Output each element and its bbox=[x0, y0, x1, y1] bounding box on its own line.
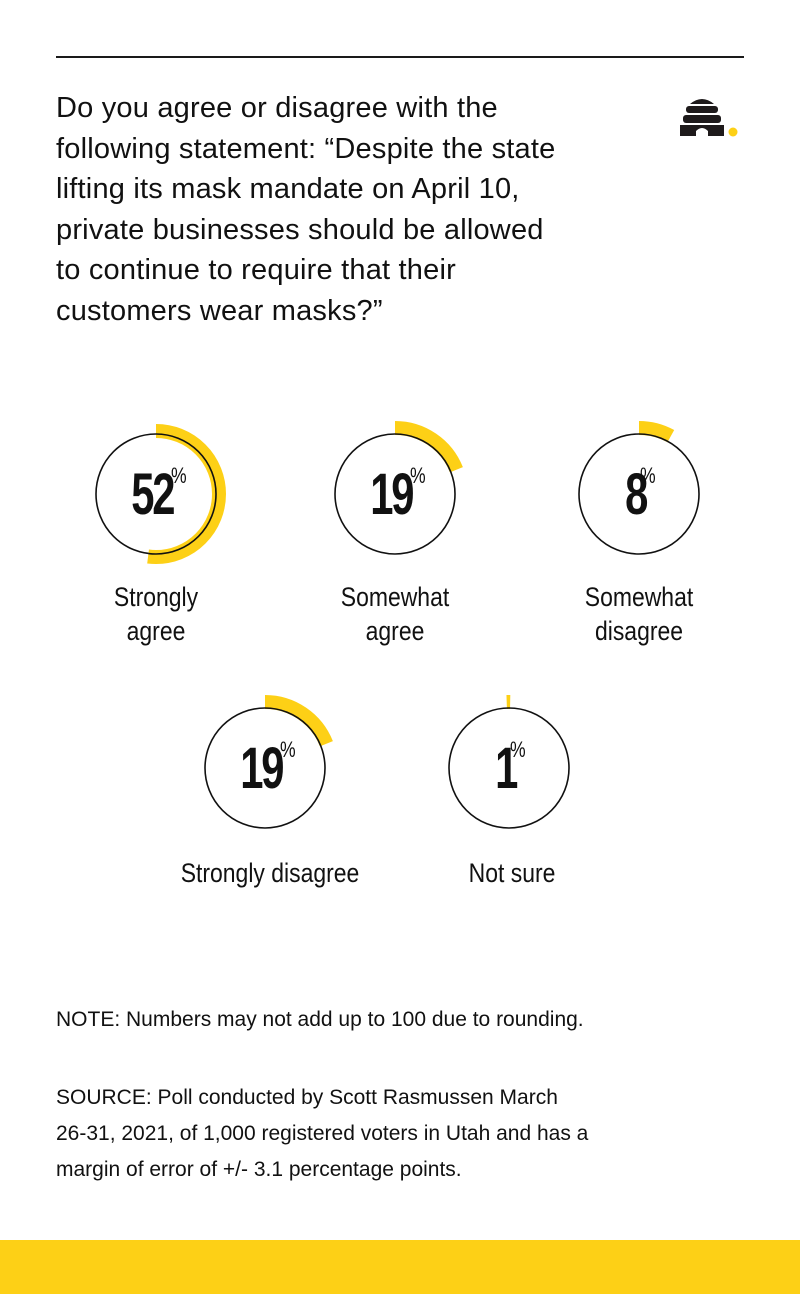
question-line: lifting its mask mandate on April 10, bbox=[56, 173, 520, 205]
label-line: disagree bbox=[594, 616, 684, 646]
result-not-sure: 1% bbox=[429, 688, 589, 848]
donut-ring-19b bbox=[192, 695, 338, 841]
source-line: margin of error of +/- 3.1 percentage po… bbox=[56, 1158, 462, 1181]
question-text: Do you agree or disagree with the follow… bbox=[56, 88, 656, 331]
percent-sign: % bbox=[280, 737, 297, 762]
top-rule bbox=[56, 56, 744, 58]
label-line: Somewhat bbox=[584, 582, 694, 612]
label-line: agree bbox=[365, 616, 425, 646]
question-line: Do you agree or disagree with the bbox=[56, 92, 498, 124]
result-strongly-agree: 52% bbox=[76, 414, 236, 574]
donut-ring-19 bbox=[322, 421, 468, 567]
label-strongly-agree: Strongly agree bbox=[71, 580, 241, 648]
label-not-sure: Not sure bbox=[427, 856, 597, 890]
percent-sign: % bbox=[410, 463, 427, 488]
beehive-icon bbox=[680, 99, 738, 137]
percent-sign: % bbox=[509, 737, 526, 762]
label-somewhat-disagree: Somewhat disagree bbox=[554, 580, 724, 648]
source-line: SOURCE: Poll conducted by Scott Rasmusse… bbox=[56, 1086, 558, 1109]
question-line: private businesses should be allowed bbox=[56, 213, 544, 246]
source-text: SOURCE: Poll conducted by Scott Rasmusse… bbox=[56, 1080, 746, 1188]
value-text: 19 bbox=[370, 461, 414, 527]
question-line: customers wear masks?” bbox=[56, 294, 383, 327]
percent-sign: % bbox=[171, 463, 188, 488]
result-somewhat-agree: 19% bbox=[315, 414, 475, 574]
label-line: agree bbox=[126, 616, 186, 646]
value-text: 19 bbox=[240, 735, 284, 801]
value-text: 52 bbox=[131, 461, 175, 527]
label-line: Strongly disagree bbox=[180, 858, 360, 888]
question-line: following statement: “Despite the state bbox=[56, 132, 556, 165]
footer-accent-bar bbox=[0, 1240, 800, 1294]
result-strongly-disagree: 19% bbox=[185, 688, 345, 848]
label-line: Strongly bbox=[113, 582, 199, 612]
source-line: 26-31, 2021, of 1,000 registered voters … bbox=[56, 1122, 589, 1145]
value-text: 8 bbox=[624, 461, 648, 527]
result-somewhat-disagree: 8% bbox=[559, 414, 719, 574]
note-text: NOTE: Numbers may not add up to 100 due … bbox=[56, 1008, 584, 1031]
label-somewhat-agree: Somewhat agree bbox=[310, 580, 480, 648]
value-text: 1 bbox=[494, 735, 518, 801]
label-strongly-disagree: Strongly disagree bbox=[164, 856, 377, 890]
donut-ring-52 bbox=[86, 424, 226, 564]
label-line: Not sure bbox=[468, 858, 556, 888]
label-line: Somewhat bbox=[340, 582, 450, 612]
donut-ring-8 bbox=[566, 421, 712, 567]
donut-ring-1 bbox=[436, 695, 582, 841]
percent-sign: % bbox=[639, 463, 656, 488]
question-line: to continue to require that their bbox=[56, 254, 456, 286]
